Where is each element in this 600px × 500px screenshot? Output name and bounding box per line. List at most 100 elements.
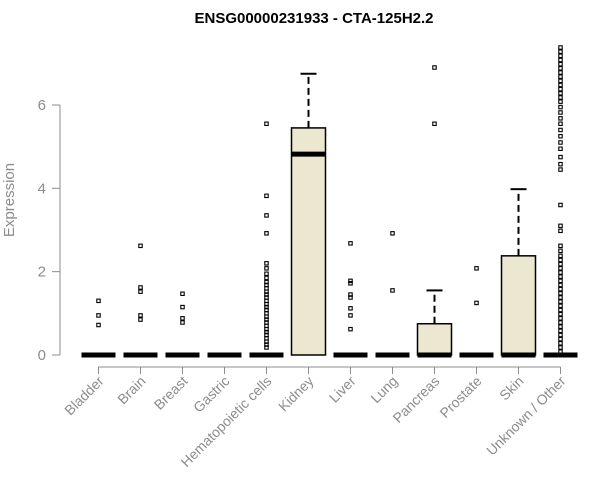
outlier-point [558,345,563,350]
outlier-point [180,304,185,310]
outlier-point [558,303,563,309]
box-iqr [290,127,327,356]
outlier-point [558,307,563,313]
outlier-point [348,241,353,246]
outlier-point [138,243,143,249]
outlier-point [558,223,563,229]
x-tick-label: Liver [326,373,359,406]
outlier-point [558,45,563,50]
outlier-point [558,104,563,110]
outlier-point [474,266,479,271]
outlier-point [558,121,563,127]
outlier-point [558,274,563,279]
x-tick-label: Pancreas [389,373,442,426]
outlier-point [180,320,185,325]
outlier-point [180,291,185,296]
outlier-point [558,53,563,59]
outlier-point [348,313,353,318]
outlier-point [558,266,563,271]
outlier-point [264,193,269,199]
outlier-point [390,288,395,293]
x-tick-label: Breast [151,373,191,413]
outlier-point [558,91,563,96]
outlier-point [558,286,563,292]
outlier-point [558,161,563,167]
outlier-point [558,95,563,100]
outlier-point [558,167,563,172]
outlier-point [558,202,563,208]
y-tick-label: 6 [38,97,46,114]
outlier-point [558,328,563,334]
outlier-point [558,49,563,54]
y-tick-label: 2 [38,264,46,281]
outlier-point [558,116,563,121]
outlier-point [558,341,563,346]
outlier-point [558,243,563,249]
outlier-point [558,146,563,152]
outlier-point [138,317,143,322]
outlier-point [558,278,563,284]
outlier-point [96,322,101,328]
outlier-point [558,127,563,133]
x-tick-label: Unknown / Other [483,373,569,459]
outlier-point [348,281,353,286]
outlier-point [558,228,563,234]
x-tick-label: Lung [367,373,400,406]
outlier-point [558,316,563,321]
outlier-point [558,336,563,342]
x-tick-label: Prostate [436,373,484,421]
outlier-point [558,57,563,63]
outlier-point [264,275,269,281]
outlier-point [558,261,563,267]
x-tick-label: Kidney [275,373,317,415]
outlier-point [558,82,563,88]
outlier-point [138,313,143,318]
outlier-point [558,140,563,145]
outlier-point [348,326,353,332]
chart-title: ENSG00000231933 - CTA-125H2.2 [194,10,433,27]
box-iqr [416,323,453,356]
outlier-point [348,306,353,311]
outlier-point [558,253,563,259]
y-tick-label: 4 [38,180,46,197]
x-tick-label: Brain [114,373,148,407]
outlier-point [558,74,563,79]
box-iqr [500,255,537,356]
outlier-point [264,266,269,271]
outlier-point [264,121,269,127]
outlier-point [558,299,563,304]
outlier-point [180,316,185,321]
outlier-point [264,271,269,276]
outlier-point [558,134,563,139]
y-axis-label: Expression [1,163,18,237]
outlier-point [558,349,563,354]
outlier-point [558,70,563,75]
outlier-point [96,298,101,304]
x-tick-label: Skin [496,373,527,404]
outlier-point [558,110,563,115]
outlier-point [558,332,563,338]
outlier-point [558,324,563,329]
outlier-point [558,270,563,275]
outlier-point [558,257,563,263]
outlier-point [558,78,563,84]
outlier-point [474,300,479,306]
outlier-point [558,86,563,92]
outlier-point [558,99,563,104]
outlier-point [264,213,269,218]
outlier-point [432,65,437,70]
outlier-point [432,121,437,127]
outlier-point [558,295,563,300]
outlier-point [264,261,269,266]
x-tick-label: Bladder [61,373,107,419]
outlier-point [138,289,143,294]
outlier-point [264,345,269,350]
outlier-point [558,282,563,288]
outlier-point [96,313,101,318]
outlier-point [138,285,143,290]
outlier-point [558,154,563,160]
outlier-point [558,248,563,254]
outlier-point [348,295,353,300]
